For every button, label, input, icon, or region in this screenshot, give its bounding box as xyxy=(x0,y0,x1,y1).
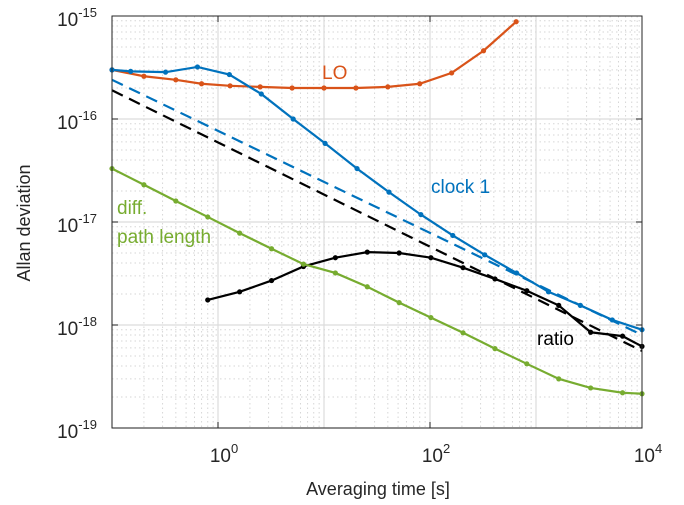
data-point-diff-path-length xyxy=(268,246,275,252)
data-point-ratio xyxy=(332,255,338,261)
label-path-length: path length xyxy=(117,227,211,248)
y-tick-label: 10-19 xyxy=(57,417,97,443)
grid xyxy=(111,16,642,429)
data-point-lo xyxy=(257,84,263,90)
series-line-diff-path-length xyxy=(112,167,642,395)
data-point-clock-1 xyxy=(258,91,264,97)
data-point-diff-path-length xyxy=(460,330,466,336)
data-point-diff-path-length xyxy=(205,214,211,220)
data-point-diff-path-length xyxy=(619,390,626,396)
data-point-clock-1 xyxy=(290,116,296,122)
tick-marks xyxy=(112,15,643,429)
data-point-clock-1 xyxy=(322,140,328,146)
x-tick-label: 102 xyxy=(422,441,450,467)
data-point-ratio xyxy=(396,250,402,256)
data-point-ratio xyxy=(237,289,243,295)
data-point-lo xyxy=(480,48,487,54)
data-point-clock-1 xyxy=(194,64,201,70)
data-point-lo xyxy=(513,19,519,25)
series-line-clock-1 xyxy=(112,65,642,331)
data-point-lo xyxy=(321,85,327,91)
data-point-diff-path-length xyxy=(492,346,498,352)
data-point-clock-1 xyxy=(418,211,424,218)
data-point-diff-path-length xyxy=(524,361,530,367)
data-point-ratio xyxy=(460,265,466,271)
data-point-diff-path-length xyxy=(141,182,147,188)
data-point-lo xyxy=(353,85,359,91)
label-diff: diff. xyxy=(117,198,147,219)
x-tick-label: 100 xyxy=(210,441,238,467)
data-point-ratio xyxy=(588,329,594,335)
data-point-diff-path-length xyxy=(396,299,402,306)
label-lo: LO xyxy=(322,63,347,84)
label-ratio: ratio xyxy=(537,329,574,350)
data-point-clock-1 xyxy=(162,69,169,75)
data-point-lo xyxy=(141,73,147,79)
data-point-lo xyxy=(417,81,423,87)
data-point-diff-path-length xyxy=(332,270,338,276)
data-point-clock-1 xyxy=(354,165,360,172)
series-line-clock-1-dashed xyxy=(112,78,642,336)
data-point-ratio xyxy=(524,288,530,294)
data-point-lo xyxy=(385,84,391,90)
label-clock-1: clock 1 xyxy=(431,177,490,198)
series-line-ratio-dashed xyxy=(112,89,642,352)
y-tick-label: 10-18 xyxy=(57,314,97,340)
data-point-lo xyxy=(289,85,295,91)
series-line-lo xyxy=(112,20,517,90)
data-point-ratio xyxy=(619,333,626,339)
data-point-ratio xyxy=(492,276,498,282)
data-point-ratio xyxy=(364,249,370,255)
data-point-diff-path-length xyxy=(428,314,434,321)
data-point-clock-1 xyxy=(386,189,392,195)
y-tick-label: 10-16 xyxy=(57,108,97,134)
data-point-lo xyxy=(449,70,455,76)
data-point-ratio xyxy=(428,255,434,261)
data-point-lo xyxy=(173,77,179,83)
data-point-diff-path-length xyxy=(173,198,179,204)
tick-labels: 100 102 104 10-19 10-18 10-17 10-16 10-15 xyxy=(57,5,662,467)
data-point-ratio xyxy=(268,277,275,284)
data-point-ratio xyxy=(556,302,562,308)
data-point-lo xyxy=(227,83,233,89)
data-point-clock-1 xyxy=(450,232,456,239)
data-point-clock-1 xyxy=(482,252,488,258)
data-point-ratio xyxy=(205,297,211,303)
x-tick-label: 104 xyxy=(634,441,662,467)
data-point-diff-path-length xyxy=(588,385,594,391)
y-axis-label: Allan deviation xyxy=(14,164,34,281)
data-point-clock-1 xyxy=(226,71,232,78)
data-point-diff-path-length xyxy=(237,230,243,236)
x-axis-label: Averaging time [s] xyxy=(306,479,450,499)
data-point-lo xyxy=(198,81,205,87)
y-tick-label: 10-17 xyxy=(57,211,97,237)
data-point-clock-1 xyxy=(128,68,134,74)
series-group xyxy=(109,19,645,397)
data-point-diff-path-length xyxy=(556,376,562,382)
y-tick-label: 10-15 xyxy=(57,5,97,31)
data-point-diff-path-length xyxy=(364,284,370,290)
data-point-diff-path-length xyxy=(300,261,307,267)
